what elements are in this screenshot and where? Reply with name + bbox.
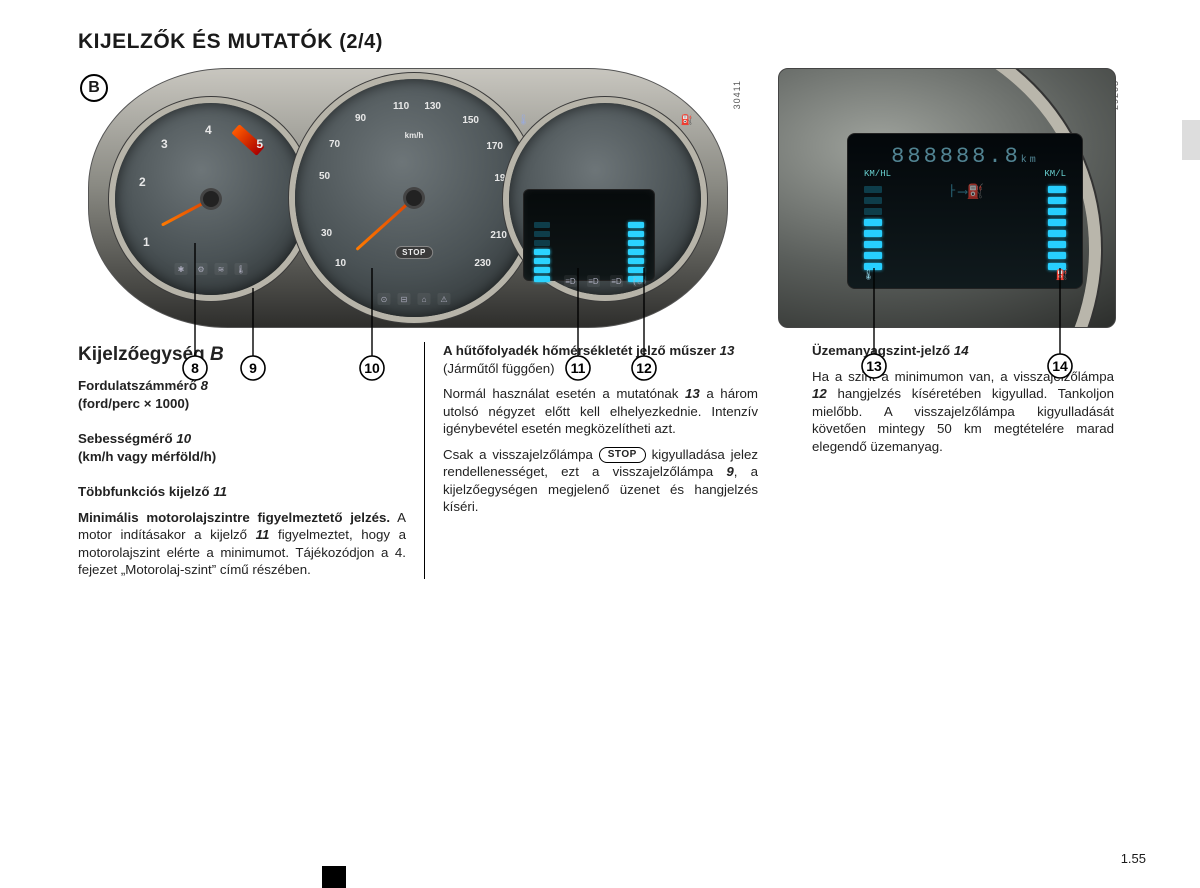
text-columns: Kijelzőegység B Fordulatszámmérő 8 (ford…	[78, 342, 1154, 579]
lcd-display: 888888.8km KM/HL KM/L ￂ⟶⛽ 🌡 ⛽	[847, 133, 1083, 289]
light-icon: ≡D	[610, 275, 623, 287]
warn-icon: ⌂	[418, 293, 431, 305]
temp-icon: 🌡	[862, 270, 875, 282]
fuel-paragraph: Ha a szint a minimumon van, a visszajelz…	[812, 368, 1114, 456]
page-edge-tab	[1182, 120, 1200, 160]
stop-inline-badge: STOP	[599, 447, 646, 463]
oil-warning-paragraph: Minimális motorolajszintre figyelmeztető…	[78, 509, 406, 579]
page-number: 1.55	[1121, 851, 1146, 866]
label-tacho-sub: (ford/perc × 1000)	[78, 395, 406, 413]
tacho-warning-row: ✱ ⚙ ≋ 🌡	[175, 263, 248, 275]
column-1: Kijelzőegység B Fordulatszámmérő 8 (ford…	[78, 342, 424, 579]
footer-index-tab	[322, 866, 346, 888]
column-2: A hűtőfolyadék hőmérsékletét jelző műsze…	[424, 342, 776, 579]
fuel-heading: Üzemanyagszint-jelző 14	[812, 342, 1114, 360]
coolant-p2: Csak a visszajelzőlámpa STOP ki­gyulladá…	[443, 446, 758, 516]
figure-row: 30411 B 1 2 3 4 5 ✱ ⚙ ≋ 🌡	[78, 68, 1154, 328]
info-pod: 🌡 ⛽ ≡D ≡D ≡D (☼)	[509, 103, 701, 295]
speedo-hub	[406, 190, 422, 206]
tacho-hub	[203, 191, 219, 207]
speedometer-pod: 10 30 50 70 90 110 130 150 170 190 210 2…	[295, 79, 533, 317]
speedo-warning-row: ⊙ ⊟ ⌂ ⚠	[378, 293, 451, 305]
coolant-sub: (Járműtől függően)	[443, 360, 758, 378]
figure-lcd-detail: 29203 888888.8km KM/HL KM/L ￂ⟶⛽	[778, 68, 1116, 328]
temp-bar	[534, 222, 550, 282]
label-speedo: Sebességmérő 10	[78, 430, 406, 448]
mini-lcd	[523, 189, 655, 281]
callout-letter-b: B	[80, 74, 108, 102]
title-main: KIJELZŐK ÉS MUTATÓK	[78, 30, 333, 53]
light-icon: (☼)	[633, 275, 646, 287]
image-code-left: 30411	[732, 80, 742, 109]
warn-icon: ✱	[175, 263, 188, 275]
lcd-frame: 888888.8km KM/HL KM/L ￂ⟶⛽ 🌡 ⛽	[778, 68, 1116, 328]
seven-seg: 888888.8km	[848, 134, 1082, 169]
label-tacho: Fordulatszámmérő 8	[78, 377, 406, 395]
warn-icon: ≋	[215, 263, 228, 275]
fuel-bars	[1048, 186, 1066, 270]
figure-cluster: 30411 B 1 2 3 4 5 ✱ ⚙ ≋ 🌡	[78, 68, 738, 328]
unit-left: KM/HL	[864, 169, 891, 179]
light-icon: ≡D	[587, 275, 600, 287]
coolant-heading: A hűtőfolyadék hőmérsékletét jelző műsze…	[443, 342, 758, 360]
fuel-bar	[628, 222, 644, 282]
label-multifunction: Többfunkciós kijelző 11	[78, 483, 406, 501]
warn-icon: ⚙	[195, 263, 208, 275]
temp-icon: 🌡	[517, 115, 530, 126]
page-title: KIJELZŐK ÉS MUTATÓK (2/4)	[78, 30, 1154, 54]
tachometer-pod: 1 2 3 4 5 ✱ ⚙ ≋ 🌡	[115, 103, 307, 295]
unit-row: KM/HL KM/L	[848, 169, 1082, 179]
fuel-icon: ⛽	[681, 115, 693, 126]
title-part: (2/4)	[339, 31, 383, 53]
coolant-p1: Normál használat esetén a mutatónak 13 a…	[443, 385, 758, 438]
light-icon: ≡D	[564, 275, 577, 287]
fuel-icon: ⛽	[1056, 270, 1068, 282]
label-speedo-sub: (km/h vagy mérföld/h)	[78, 448, 406, 466]
temp-bars	[864, 186, 882, 270]
car-silhouette-icon: ￂ⟶⛽	[848, 181, 1082, 201]
unit-right: KM/L	[1044, 169, 1066, 179]
column-3: Üzemanyagszint-jelző 14 Ha a szint a min…	[776, 342, 1122, 579]
warn-icon: ⚠	[438, 293, 451, 305]
warn-icon: ⊟	[398, 293, 411, 305]
unit-heading: Kijelzőegység B	[78, 342, 406, 367]
warn-icon: ⊙	[378, 293, 391, 305]
lights-row: ≡D ≡D ≡D (☼)	[564, 275, 646, 287]
instrument-cluster: 1 2 3 4 5 ✱ ⚙ ≋ 🌡 10 30	[88, 68, 728, 328]
stop-badge: STOP	[395, 246, 433, 259]
warn-icon: 🌡	[235, 263, 248, 275]
